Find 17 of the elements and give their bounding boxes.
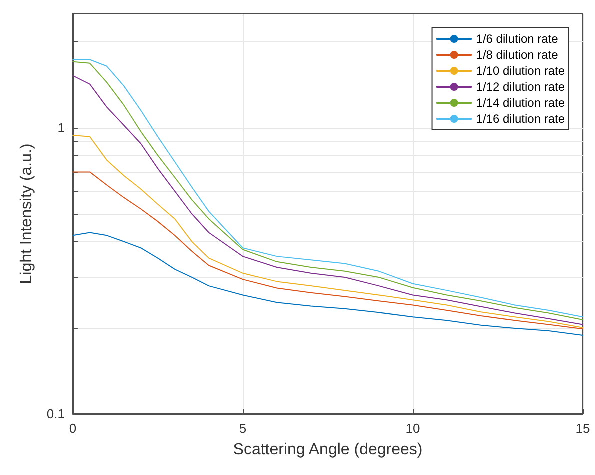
legend-label: 1/14 dilution rate bbox=[476, 96, 566, 110]
line-series bbox=[72, 135, 584, 328]
y-axis-title: Light Intensity (a.u.) bbox=[18, 144, 36, 284]
y-tick-label: 0.1 bbox=[46, 406, 65, 422]
legend-label: 1/8 dilution rate bbox=[476, 48, 559, 62]
x-axis-title: Scattering Angle (degrees) bbox=[233, 442, 423, 458]
legend-label: 1/16 dilution rate bbox=[476, 112, 566, 126]
x-tick-label: 5 bbox=[239, 421, 247, 436]
x-tick-label: 10 bbox=[406, 421, 420, 436]
x-tick-label: 0 bbox=[69, 421, 77, 436]
legend-label: 1/10 dilution rate bbox=[476, 64, 566, 78]
legend-label: 1/12 dilution rate bbox=[476, 80, 566, 94]
legend-label: 1/6 dilution rate bbox=[476, 32, 559, 46]
x-tick-label: 15 bbox=[576, 421, 590, 436]
line-series bbox=[72, 172, 584, 330]
y-tick-label: 1 bbox=[58, 120, 65, 136]
line-series bbox=[72, 232, 584, 336]
